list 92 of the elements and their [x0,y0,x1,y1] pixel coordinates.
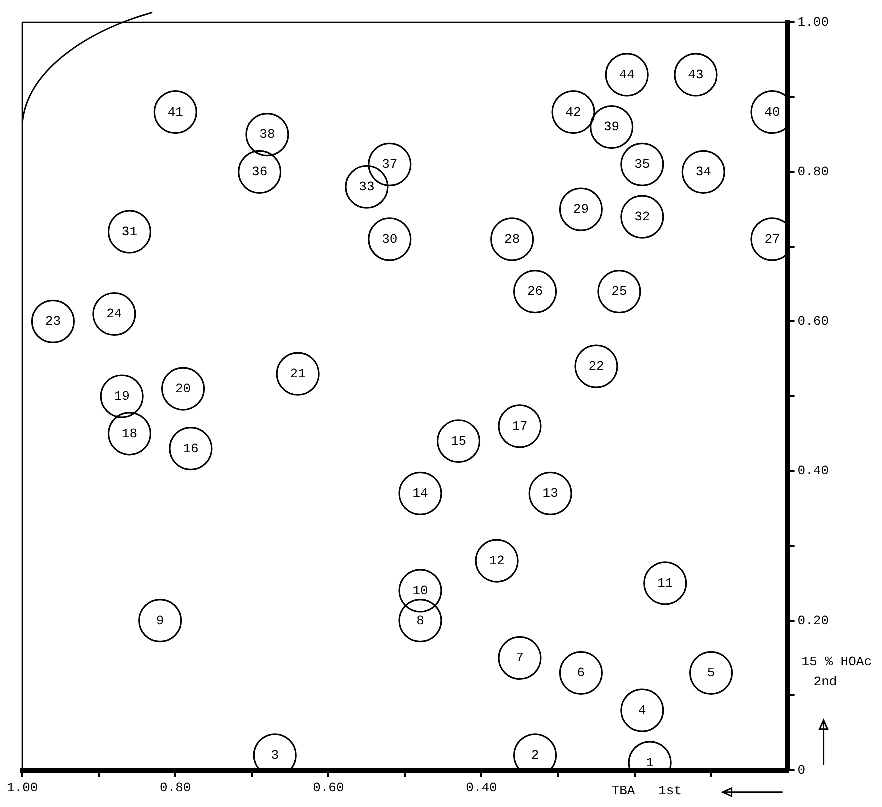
point [644,562,688,606]
y-tick-label: 0.80 [798,164,830,180]
annotation: 2 [531,748,540,763]
annotation: 37 [382,157,398,172]
point [513,270,558,314]
annotation: 20 [175,381,192,396]
point [368,218,412,262]
annotation: 36 [252,164,268,180]
y-tick-label: 0.40 [798,464,830,479]
point [100,374,144,418]
y-tick-label: 1.00 [798,15,830,30]
annotation: 40 [764,104,780,120]
point [108,210,152,254]
annotation: 15 [450,434,467,449]
annotation: 11 [658,576,674,591]
point [559,188,603,232]
annotation: 28 [504,232,520,247]
annotation: 35 [634,157,650,172]
point [161,367,206,411]
annotation: 26 [527,284,544,300]
x-axis-title: TBA 1st [612,783,682,798]
point [590,105,634,150]
annotation: 12 [489,553,505,568]
point [246,112,290,157]
point [490,218,534,262]
point [559,651,603,695]
point [475,539,519,583]
point [108,412,152,456]
x-tick-label: 1.00 [6,780,38,796]
annotation: 39 [604,120,620,135]
annotation: 38 [260,127,276,142]
y-tick-label: 0 [798,762,806,778]
annotation: 8 [416,613,424,628]
annotation: 16 [183,441,199,456]
point [498,404,542,448]
annotation: 7 [516,650,524,666]
point [598,270,642,314]
annotation: 14 [412,486,428,502]
point [138,599,182,643]
point [620,688,664,732]
annotation: 33 [359,180,375,195]
annotation: 21 [290,366,306,382]
annotation: 5 [707,666,716,681]
point [398,599,442,643]
annotation: 18 [122,426,138,442]
point [398,472,442,516]
point [682,150,726,194]
annotation: 23 [45,314,62,330]
annotation: 9 [156,613,164,628]
point [528,472,572,516]
annotation: 10 [412,583,428,598]
annotation: 25 [612,284,628,300]
annotation: 27 [764,232,780,247]
point [154,90,198,134]
point [436,420,481,464]
point [689,651,734,695]
annotation: 43 [688,67,704,82]
annotation: 30 [382,232,398,247]
x-tick-label: 0.40 [466,780,498,796]
point [31,300,76,344]
point [498,636,542,680]
point [605,53,649,97]
point [398,569,442,613]
annotation: 22 [588,359,604,374]
annotation: 41 [168,104,184,120]
point [620,142,664,186]
annotation: 17 [512,418,528,434]
point [169,427,213,471]
annotation: 24 [106,306,122,322]
point [574,344,618,388]
point [276,352,320,396]
point [238,150,282,194]
point [620,195,664,239]
y-axis-title: 15 % HOAc 2nd [802,654,872,690]
annotation: 19 [114,388,130,404]
annotation: 6 [577,666,586,681]
point [552,90,596,134]
annotation: 31 [122,224,138,240]
annotation: 34 [696,164,712,180]
y-tick-label: 0.20 [798,613,830,628]
y-tick-label: 0.60 [798,314,830,330]
annotation: 32 [634,209,650,224]
annotation: 13 [542,486,558,502]
point [674,53,718,97]
point [92,292,136,336]
annotation: 44 [619,67,636,82]
annotation: 3 [271,748,280,763]
x-tick-label: 0.80 [160,780,192,796]
annotation: 29 [573,202,589,217]
annotation: 42 [566,104,582,120]
annotation: 4 [638,703,646,718]
x-tick-label: 0.60 [313,780,344,796]
